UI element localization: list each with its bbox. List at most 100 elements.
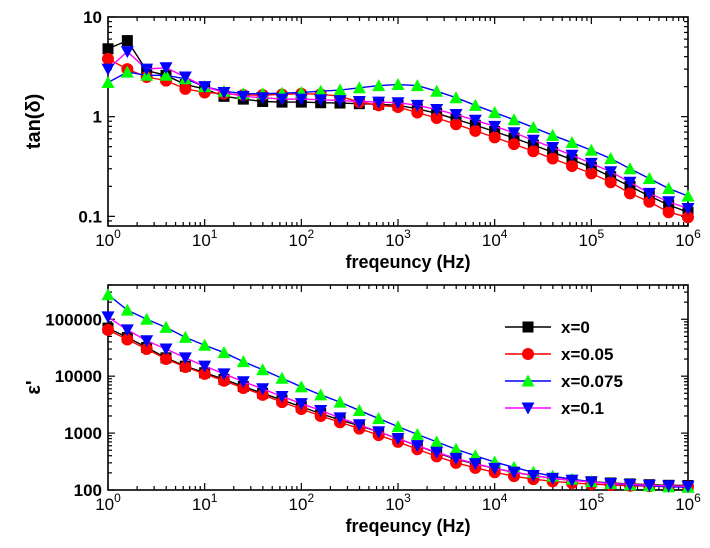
x-tick-label: 100: [95, 227, 121, 250]
data-point-x01: [430, 104, 444, 117]
tan-delta-chart: 100 101 102 103 104 105 106 0.1 1 10 freqeuncy (Hz…: [23, 8, 701, 272]
data-point-x01: [430, 446, 444, 459]
data-point-x01: [468, 114, 482, 127]
data-point-x0075: [294, 380, 308, 393]
data-point-x01: [391, 97, 405, 110]
y-tick-label: 100: [74, 481, 102, 500]
data-point-x005: [488, 131, 501, 144]
data-point-x01: [623, 176, 637, 189]
x-tick-label: 103: [385, 491, 411, 514]
series-line-x0: [107, 39, 689, 213]
data-point-x01: [256, 92, 270, 105]
data-point-x01: [584, 476, 598, 489]
data-point-x005: [624, 187, 637, 200]
x-tick-label: 101: [192, 227, 218, 250]
data-point-x01: [198, 81, 212, 94]
data-point-x0075: [546, 128, 560, 141]
y-axis-label: tan(δ): [23, 94, 45, 149]
data-point-x01: [294, 93, 308, 106]
data-point-x01: [642, 479, 656, 492]
data-point-x01: [662, 480, 676, 493]
data-point-x0075: [681, 189, 695, 202]
legend-label-x005: x=0.05: [561, 345, 613, 364]
data-point-x01: [468, 458, 482, 471]
data-point-x01: [352, 95, 366, 108]
data-point-x0075: [236, 355, 250, 368]
data-point-x01: [565, 474, 579, 487]
y-tick-label: 0.1: [78, 207, 102, 226]
data-point-x01: [372, 96, 386, 109]
data-point-x0075: [488, 106, 502, 119]
y-tick-label: 10: [83, 8, 102, 27]
data-point-x0075: [217, 346, 231, 359]
data-point-x0075: [662, 182, 676, 195]
data-point-x01: [314, 94, 328, 107]
data-point-x01: [526, 134, 540, 147]
data-point-x0075: [526, 120, 540, 133]
data-point-x0075: [430, 435, 444, 448]
data-point-x0075: [120, 65, 134, 78]
legend-marker-x0075: [521, 374, 535, 387]
data-point-x01: [391, 433, 405, 446]
series-line-x01: [107, 50, 689, 210]
data-point-x0075: [314, 84, 328, 97]
data-point-x0075: [314, 388, 328, 401]
data-point-x005: [604, 176, 617, 189]
data-point-x0075: [507, 113, 521, 126]
x-axis-label: freqeuncy (Hz): [345, 516, 470, 536]
data-point-x0075: [449, 442, 463, 455]
data-point-x01: [410, 99, 424, 112]
x-tick-label: 101: [192, 491, 218, 514]
data-point-x01: [681, 480, 695, 493]
y-tick-label: 100000: [45, 310, 102, 329]
data-point-x01: [275, 390, 289, 403]
data-point-x01: [101, 311, 115, 324]
x-tick-label: 104: [482, 491, 508, 514]
data-point-x005: [179, 82, 192, 95]
x-tick-label: 104: [482, 227, 508, 250]
data-point-x01: [140, 335, 154, 348]
data-point-x005: [527, 145, 540, 158]
data-point-x0075: [642, 171, 656, 184]
legend: x=0 x=0.05 x=0.075 x=0.1: [505, 318, 623, 418]
data-point-x0075: [372, 79, 386, 92]
data-point-x0075: [159, 320, 173, 333]
data-point-x005: [508, 138, 521, 151]
data-point-x01: [662, 196, 676, 209]
data-point-x01: [178, 71, 192, 84]
data-point-x01: [507, 127, 521, 140]
data-point-x0075: [159, 68, 173, 81]
x-tick-label: 105: [579, 491, 605, 514]
data-point-x0075: [604, 152, 618, 165]
x-tick-label: 102: [289, 227, 315, 250]
data-point-x005: [449, 118, 462, 131]
x-tick-label: 105: [579, 227, 605, 250]
data-point-x01: [546, 472, 560, 485]
data-point-x01: [140, 63, 154, 76]
data-point-x01: [256, 383, 270, 396]
data-point-x01: [449, 109, 463, 122]
data-point-x01: [488, 120, 502, 133]
data-point-x005: [159, 353, 172, 366]
data-point-x0075: [352, 81, 366, 94]
x-tick-label: 100: [95, 491, 121, 514]
data-point-x01: [101, 63, 115, 76]
data-point-x005: [682, 211, 694, 224]
x-tick-label: 106: [675, 491, 701, 514]
data-point-x01: [275, 93, 289, 106]
data-point-x01: [333, 95, 347, 108]
data-point-x005: [102, 323, 114, 336]
data-point-x01: [546, 142, 560, 155]
data-point-x01: [178, 352, 192, 365]
data-point-x005: [198, 367, 211, 380]
data-point-x0075: [352, 403, 366, 416]
data-point-x0075: [623, 162, 637, 175]
data-point-x005: [140, 343, 153, 356]
data-point-x01: [449, 452, 463, 465]
data-point-x0075: [333, 83, 347, 96]
data-point-x01: [159, 343, 173, 356]
data-point-x0075: [449, 91, 463, 104]
y-tick-label: 1: [93, 108, 102, 127]
data-point-x0075: [584, 143, 598, 156]
